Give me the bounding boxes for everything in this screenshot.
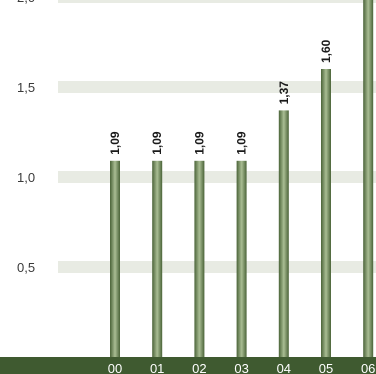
grid-band [58,81,376,93]
x-tick-label: 06 [361,361,375,374]
data-label-00: 1,09 [108,131,122,155]
data-label-05: 1,60 [319,39,333,63]
grid-band [58,261,376,273]
x-axis-tick-labels: 00 01 02 03 04 05 06 [108,361,376,374]
data-label-02: 1,09 [192,131,206,155]
y-tick-label: 0,5 [17,260,35,275]
bar-06 [363,0,374,357]
bar-01 [152,160,163,357]
y-tick-label: 1,5 [17,80,35,95]
y-tick-label: 2,0 [17,0,35,5]
bar-05 [321,69,331,357]
y-tick-label: 1,0 [17,170,35,185]
bar-02 [194,160,205,357]
grid-bands [58,0,376,273]
x-tick-label: 00 [108,361,122,374]
data-labels: 1,091,091,091,091,371,603,20 [108,39,333,155]
y-axis-tick-labels: 0,51,01,52,02,53,03,5 [17,0,35,275]
bar-04 [278,110,289,358]
grid-band [58,0,376,3]
data-label-04: 1,37 [277,81,291,105]
data-label-01: 1,09 [150,131,164,155]
x-tick-label: 03 [234,361,248,374]
data-label-03: 1,09 [235,131,249,155]
bar-00 [110,160,120,357]
grid-band [58,171,376,183]
bar-03 [236,160,247,357]
bars [110,0,374,358]
x-axis-band [0,357,376,374]
x-tick-label: 04 [277,361,291,374]
x-tick-label: 05 [319,361,333,374]
x-tick-label: 02 [192,361,206,374]
x-tick-label: 01 [150,361,164,374]
